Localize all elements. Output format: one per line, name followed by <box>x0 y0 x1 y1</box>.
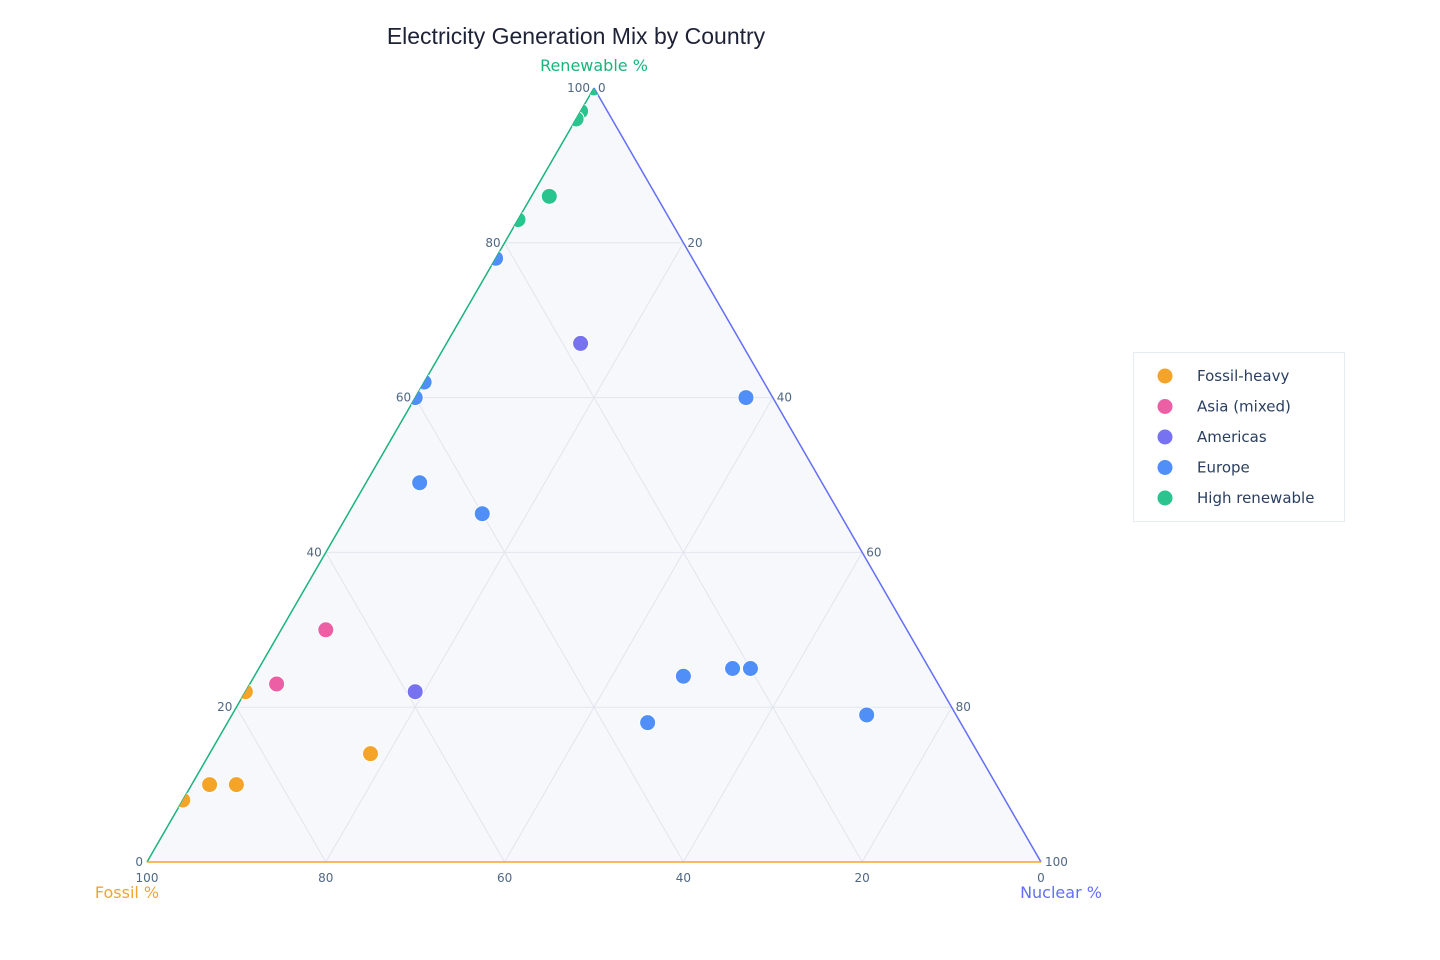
data-point[interactable] <box>406 683 424 701</box>
tick-label-fossil: 100 <box>136 871 159 885</box>
data-point[interactable] <box>227 776 245 794</box>
legend-label[interactable]: Fossil-heavy <box>1197 367 1289 385</box>
gridline-nuclear <box>504 397 774 863</box>
axis-line-nuclear <box>593 87 1042 863</box>
plot-background <box>147 88 1041 862</box>
data-point[interactable] <box>268 675 286 693</box>
tick-label-fossil: 20 <box>855 871 870 885</box>
tick-label-nuclear: 100 <box>1045 855 1068 869</box>
tick-label-fossil: 60 <box>497 871 512 885</box>
chart-title: Electricity Generation Mix by Country <box>387 23 766 49</box>
data-point[interactable] <box>674 667 692 685</box>
gridline-fossil <box>235 706 327 863</box>
data-point[interactable] <box>724 660 742 677</box>
tick-label-renewable: 60 <box>396 391 411 405</box>
data-point[interactable] <box>201 776 219 794</box>
data-point[interactable] <box>415 373 433 391</box>
data-point[interactable] <box>741 660 759 677</box>
tick-label-nuclear: 80 <box>956 700 971 714</box>
tick-label-renewable: 20 <box>217 700 232 714</box>
tick-label-nuclear: 0 <box>598 81 606 95</box>
tick-label-nuclear: 40 <box>777 391 792 405</box>
data-point[interactable] <box>174 791 192 809</box>
gridline-fossil <box>325 552 506 863</box>
gridline-fossil <box>414 397 684 863</box>
data-point[interactable] <box>639 714 657 732</box>
data-point[interactable] <box>572 334 590 352</box>
data-point[interactable] <box>362 745 379 763</box>
data-point[interactable] <box>487 249 505 267</box>
data-point[interactable] <box>411 474 429 492</box>
tick-label-renewable: 0 <box>135 855 143 869</box>
data-point[interactable] <box>509 211 527 229</box>
tick-label-nuclear: 60 <box>866 545 881 559</box>
tick-label-fossil: 80 <box>318 871 333 885</box>
legend-label[interactable]: Americas <box>1197 428 1267 446</box>
legend-label[interactable]: High renewable <box>1197 489 1314 507</box>
data-point[interactable] <box>473 505 491 523</box>
tick-label-fossil: 0 <box>1037 871 1045 885</box>
data-point[interactable] <box>540 187 558 205</box>
axis-title-renewable: Renewable % <box>540 56 648 75</box>
gridline-nuclear <box>861 706 953 863</box>
legend-marker[interactable] <box>1156 489 1174 507</box>
tick-label-renewable: 100 <box>567 81 590 95</box>
legend-marker[interactable] <box>1156 459 1174 476</box>
data-point[interactable] <box>858 706 876 724</box>
axis-title-nuclear: Nuclear % <box>1020 883 1102 902</box>
axis-title-fossil: Fossil % <box>95 883 159 902</box>
tick-label-fossil: 40 <box>676 871 691 885</box>
legend-marker[interactable] <box>1156 398 1174 415</box>
tick-label-renewable: 40 <box>307 545 322 559</box>
legend-marker[interactable] <box>1156 367 1174 385</box>
legend-label[interactable]: Asia (mixed) <box>1197 398 1291 416</box>
legend-label[interactable]: Europe <box>1197 459 1250 477</box>
tick-label-renewable: 80 <box>485 236 500 250</box>
tick-label-nuclear: 20 <box>687 236 702 250</box>
legend-marker[interactable] <box>1156 428 1174 446</box>
data-point[interactable] <box>737 389 755 407</box>
gridline-nuclear <box>682 552 863 863</box>
data-point[interactable] <box>317 621 335 639</box>
